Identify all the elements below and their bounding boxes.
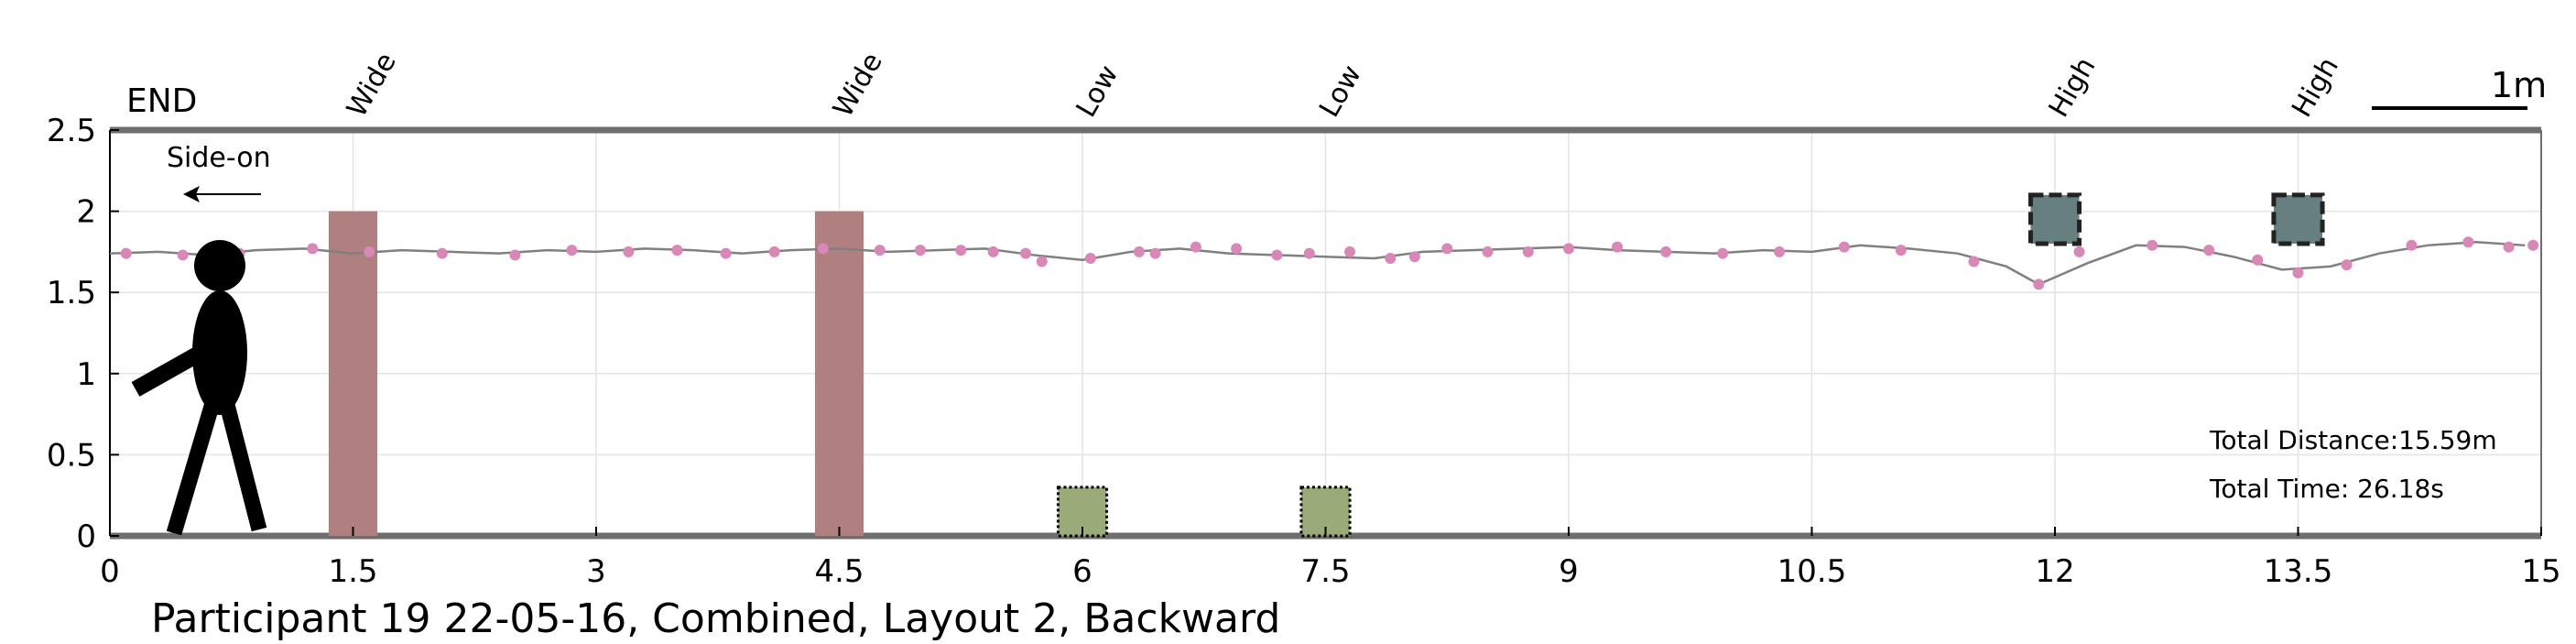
step-marker <box>1190 241 1201 253</box>
trajectory-layer <box>109 236 2539 290</box>
step-marker <box>2033 278 2045 290</box>
x-tick-label: 9 <box>1559 553 1579 590</box>
step-marker <box>720 247 732 259</box>
step-marker <box>1563 243 1574 255</box>
step-marker <box>1084 252 1096 264</box>
obstacle-high <box>2027 192 2082 246</box>
step-marker <box>874 245 886 257</box>
obstacle-label: Wide <box>341 48 403 123</box>
step-marker <box>307 243 319 255</box>
y-axis-ticks: 0 0.5 1 1.5 2 2.5 <box>47 113 119 555</box>
step-marker <box>1408 251 1420 263</box>
obstacle-label: Low <box>1071 60 1125 123</box>
step-marker <box>768 246 780 257</box>
chart-caption: Participant 19 22-05-16, Combined, Layou… <box>151 595 1280 642</box>
step-marker <box>987 246 999 257</box>
step-marker <box>1717 247 1729 259</box>
x-tick-label: 13.5 <box>2264 553 2333 590</box>
step-marker <box>1838 241 1850 253</box>
total-distance: Total Distance:15.59m <box>2209 425 2497 455</box>
step-marker <box>2527 239 2539 251</box>
step-marker <box>509 249 521 261</box>
obstacle-label: High <box>2043 52 2103 123</box>
y-tick-label: 0 <box>76 518 96 555</box>
y-tick-label: 1 <box>76 356 96 393</box>
step-marker <box>1303 247 1315 259</box>
step-marker <box>623 246 635 257</box>
step-marker <box>2073 246 2085 257</box>
step-marker <box>671 245 683 257</box>
step-marker <box>2147 239 2158 251</box>
obstacle-wide <box>814 211 864 536</box>
x-tick-label: 12 <box>2035 553 2074 590</box>
direction-label: Side-on <box>167 142 271 174</box>
obstacle-label: Low <box>1313 60 1368 123</box>
step-marker <box>436 247 448 259</box>
obstacle-wide <box>328 211 378 536</box>
step-marker <box>2341 259 2353 271</box>
y-tick-label: 0.5 <box>47 437 96 474</box>
arrowhead-icon <box>183 186 200 202</box>
scale-label: 1m <box>2491 65 2547 105</box>
step-marker <box>1231 243 1243 255</box>
step-marker <box>1522 246 1534 257</box>
step-marker <box>1020 247 1032 259</box>
step-marker <box>2292 267 2304 278</box>
x-tick-label: 7.5 <box>1300 553 1350 590</box>
x-tick-label: 3 <box>586 553 606 590</box>
obstacle-label: High <box>2286 52 2345 123</box>
step-marker <box>1660 246 1672 257</box>
step-marker <box>1895 245 1907 257</box>
obstacle-labels: Wide Wide Low Low High High <box>341 48 2345 123</box>
total-time: Total Time: 26.18s <box>2209 474 2444 504</box>
obstacle-high <box>2271 192 2325 246</box>
step-marker <box>2462 236 2474 248</box>
y-tick-label: 2 <box>76 194 96 231</box>
step-marker <box>1271 249 1283 261</box>
x-tick-label: 1.5 <box>328 553 377 590</box>
step-marker <box>1774 246 1786 257</box>
step-marker <box>817 243 829 255</box>
grid-lines <box>110 130 2541 536</box>
step-marker <box>120 247 132 259</box>
step-marker <box>2252 254 2264 266</box>
x-tick-label: 0 <box>100 553 120 590</box>
step-marker <box>1149 247 1161 259</box>
y-tick-label: 1.5 <box>47 275 96 311</box>
direction-indicator: Side-on <box>167 142 271 202</box>
step-marker <box>1482 246 1494 257</box>
scale-bar: 1m <box>2372 65 2547 110</box>
step-marker <box>1441 243 1453 255</box>
obstacle-label: Wide <box>827 48 889 123</box>
x-axis-ticks: 0 1.5 3 4.5 6 7.5 9 10.5 12 13.5 15 <box>100 527 2561 590</box>
walking-figure-icon <box>131 240 267 536</box>
step-marker <box>955 245 967 257</box>
step-marker <box>915 245 926 257</box>
x-tick-label: 6 <box>1072 553 1092 590</box>
x-tick-label: 15 <box>2521 553 2560 590</box>
trajectory-line <box>109 241 2526 286</box>
step-marker <box>2203 245 2215 257</box>
x-tick-label: 10.5 <box>1777 553 1847 590</box>
step-marker <box>2406 239 2418 251</box>
step-marker <box>1036 256 1048 267</box>
step-marker <box>566 245 578 257</box>
obstacles <box>328 192 2325 538</box>
step-marker <box>2503 241 2515 253</box>
step-marker <box>177 249 189 261</box>
step-marker <box>1968 256 1980 267</box>
step-marker <box>1344 246 1356 257</box>
y-tick-label: 2.5 <box>47 113 96 149</box>
step-marker <box>1133 246 1145 257</box>
step-marker <box>1385 252 1397 264</box>
step-marker <box>364 246 375 257</box>
x-tick-label: 4.5 <box>814 553 864 590</box>
end-label: END <box>126 82 197 120</box>
step-marker <box>1612 241 1624 253</box>
